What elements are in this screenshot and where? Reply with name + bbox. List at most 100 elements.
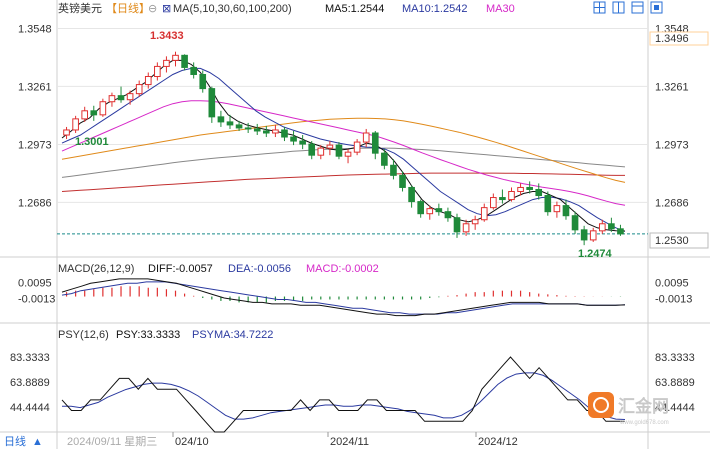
candle-body xyxy=(589,230,597,241)
candle-body xyxy=(144,76,152,86)
candle-body xyxy=(544,195,552,213)
candle-body xyxy=(390,164,397,176)
candle-body xyxy=(435,208,443,213)
candle-body xyxy=(562,205,570,217)
candle-body xyxy=(480,207,488,221)
footer-period[interactable]: 日线 xyxy=(4,434,26,448)
watermark-text: 汇金网 xyxy=(618,396,669,416)
candle-body xyxy=(526,186,533,190)
ma200-line xyxy=(61,172,625,192)
high-annotation: 1.3433 xyxy=(150,30,184,42)
candle-body xyxy=(598,223,606,232)
candle-body xyxy=(235,124,243,129)
candle-body xyxy=(362,132,370,143)
candle-body xyxy=(381,152,388,166)
ma-badge-top-value: 1.3496 xyxy=(655,33,689,45)
ma-chart-icon[interactable]: ⊠ xyxy=(162,3,171,15)
candle-body xyxy=(81,110,89,120)
instrument-name: 英镑美元 xyxy=(58,1,102,15)
price-tick-left: 1.3261 xyxy=(18,81,52,93)
macd-dea: DEA:-0.0056 xyxy=(228,263,291,275)
candle-body xyxy=(262,130,270,134)
candle-body xyxy=(199,73,207,90)
candle-body xyxy=(163,59,170,67)
price-tick-left: 1.3548 xyxy=(18,23,52,35)
ma10-value: MA10:1.2542 xyxy=(402,3,467,15)
panel-icon[interactable] xyxy=(631,1,644,14)
price-tick-right: 1.2973 xyxy=(655,139,689,151)
candle-body xyxy=(72,118,79,131)
candle-body xyxy=(499,197,506,201)
candle-body xyxy=(90,110,98,116)
candle-body xyxy=(63,129,70,136)
candle-body xyxy=(444,211,452,219)
ma30-line xyxy=(61,100,626,206)
last-price-value: 1.2530 xyxy=(655,235,689,247)
candle-body xyxy=(108,95,116,103)
candle-body xyxy=(462,223,470,233)
candle-body xyxy=(290,136,297,142)
macd-plot[interactable] xyxy=(61,278,626,317)
eye-icon[interactable]: ⊖ xyxy=(148,3,157,15)
candle-body xyxy=(535,188,543,197)
price-tick-left: 1.2973 xyxy=(18,139,52,151)
psy-tick-right: 63.8889 xyxy=(655,377,695,389)
ma5-value: MA5:1.2544 xyxy=(325,3,384,15)
price-plot[interactable] xyxy=(57,51,648,246)
price-tick-left: 1.2686 xyxy=(18,197,52,209)
watermark-url: www.gold678.com xyxy=(619,420,669,426)
candle-body xyxy=(508,190,515,201)
macd-tick-right: 0.0095 xyxy=(655,278,689,290)
candle-body xyxy=(226,121,234,126)
price-tick-right: 1.2686 xyxy=(655,197,689,209)
expand-icon[interactable] xyxy=(650,1,663,14)
candle-body xyxy=(408,186,415,203)
candle-body xyxy=(344,151,352,157)
candle-body xyxy=(217,116,225,123)
ma-badge-top xyxy=(649,31,709,46)
candle-body xyxy=(181,54,188,68)
psyma-value: PSYMA:34.7222 xyxy=(192,329,273,341)
macd-macd: MACD:-0.0002 xyxy=(306,263,379,275)
candle-body xyxy=(172,54,179,61)
candle-body xyxy=(244,127,252,130)
candle-body xyxy=(490,197,497,209)
candle-body xyxy=(471,219,479,225)
candle-body xyxy=(190,66,197,75)
watermark-logo-mark xyxy=(593,397,609,413)
x-axis-label: 2024/11 xyxy=(330,436,369,448)
candle-body xyxy=(317,147,325,156)
candle-body xyxy=(117,95,125,101)
ma30-label: MA30 xyxy=(486,3,515,15)
candle-body xyxy=(253,128,261,132)
candle-body xyxy=(417,201,425,215)
period-dropdown-icon[interactable]: ▲ xyxy=(32,436,43,448)
psy-line xyxy=(61,356,625,433)
ma60-line xyxy=(61,117,626,183)
candle-body xyxy=(517,186,524,192)
watermark-logo xyxy=(588,392,614,418)
psy-plot[interactable] xyxy=(61,356,626,433)
x-axis-label: 024/10 xyxy=(175,436,209,448)
low-left-annotation: 1.3001 xyxy=(75,136,109,148)
candle-body xyxy=(571,215,579,231)
macd-diff-line xyxy=(61,278,626,317)
candle-body xyxy=(335,144,343,157)
psy-tick-right: 44.4444 xyxy=(655,402,695,414)
macd-tick-left: 0.0095 xyxy=(18,278,52,290)
candle-body xyxy=(208,88,216,118)
price-tick-right: 1.3261 xyxy=(655,81,689,93)
candle-body xyxy=(371,132,379,154)
candle-body xyxy=(154,65,161,78)
candle-body xyxy=(281,129,288,138)
candle-body xyxy=(299,140,306,145)
psy-tick-left: 63.8889 xyxy=(10,377,50,389)
period-tag[interactable]: 【日线】 xyxy=(106,1,150,15)
candle-body xyxy=(135,84,143,95)
psy-tick-right: 83.3333 xyxy=(655,352,695,364)
psy-title: PSY(12,6) xyxy=(58,329,109,341)
candle-body xyxy=(99,101,107,116)
candle-body xyxy=(426,208,434,215)
toolbar xyxy=(593,1,663,14)
